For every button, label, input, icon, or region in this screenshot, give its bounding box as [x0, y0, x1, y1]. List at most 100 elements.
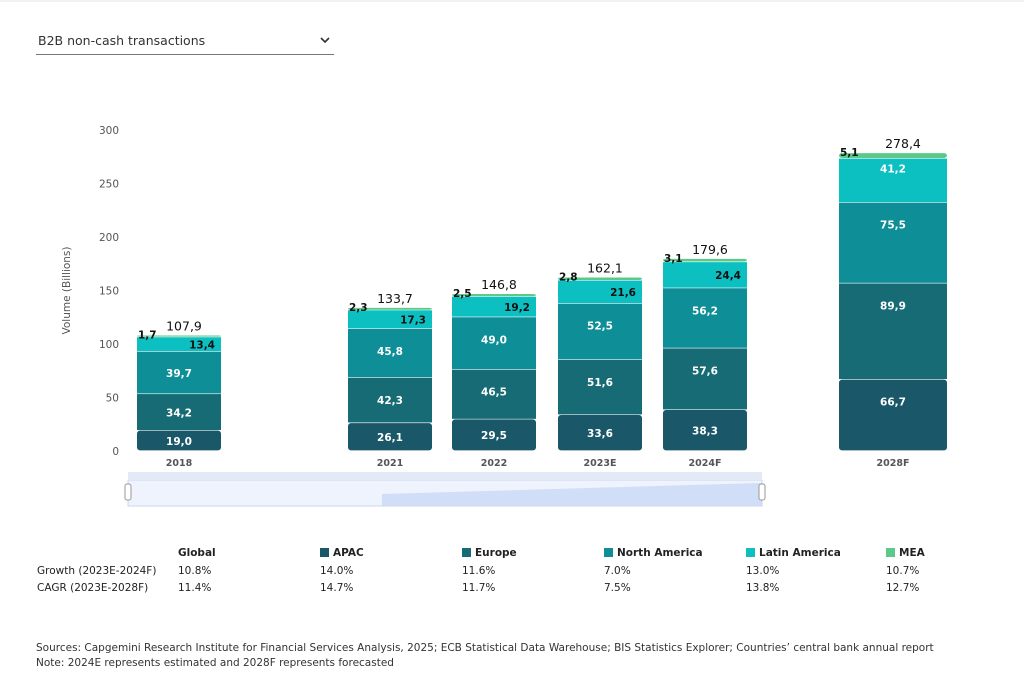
table-cell: 13.0% — [746, 565, 780, 577]
data-label: 26,1 — [377, 432, 403, 444]
data-label: 13,4 — [189, 339, 215, 351]
x-tick-label: 2021 — [377, 458, 403, 469]
y-tick-label: 300 — [99, 125, 119, 137]
data-label: 19,0 — [166, 436, 192, 448]
bar-stack-2024F: 38,3 57,6 56,2 24,4 3,1 179,6 — [663, 242, 747, 451]
table-cell: 7.5% — [604, 582, 631, 594]
y-tick-label: 150 — [99, 286, 119, 298]
bar-stack-2023E: 33,6 51,6 52,5 21,6 2,8 162,1 — [558, 261, 642, 451]
bar-segment — [558, 359, 642, 415]
data-label: 29,5 — [481, 430, 507, 442]
bar-segment — [137, 430, 221, 451]
table-cell: 12.7% — [886, 582, 920, 594]
total-label: 133,7 — [377, 291, 413, 306]
data-label: 66,7 — [880, 397, 906, 409]
navigator-left-handle[interactable] — [124, 483, 132, 501]
note-text: Note: 2024E represents estimated and 202… — [36, 657, 394, 669]
bar-segment — [558, 277, 642, 280]
bar-segment — [663, 410, 747, 451]
y-tick-label: 50 — [106, 393, 119, 405]
bar-segment — [452, 369, 536, 419]
total-label: 179,6 — [692, 242, 728, 257]
data-label: 39,7 — [166, 368, 192, 380]
bar-segment — [663, 348, 747, 410]
navigator-track — [128, 472, 762, 479]
data-label: 38,3 — [692, 426, 718, 438]
data-label: 3,1 — [664, 253, 683, 265]
table-cell: 13.8% — [746, 582, 780, 594]
bar-stack-2018: 19,0 34,2 39,7 13,4 1,7 107,9 — [137, 318, 221, 451]
table-cell: 11.7% — [462, 582, 496, 594]
bar-segment — [137, 335, 221, 337]
table-cell: 10.8% — [178, 565, 212, 577]
table-header-label: Latin America — [759, 547, 841, 559]
bar-segment — [452, 317, 536, 370]
bar-segment — [452, 294, 536, 297]
total-label: 107,9 — [166, 318, 202, 333]
metric-dropdown[interactable]: B2B non-cash transactions — [36, 30, 334, 55]
bar-segment — [558, 415, 642, 451]
bar-segment — [558, 280, 642, 304]
bar-segment — [839, 379, 947, 451]
data-label: 34,2 — [166, 407, 192, 419]
table-cell: 14.7% — [320, 582, 354, 594]
x-tick-label: 2022 — [481, 458, 507, 469]
table-header: MEA — [886, 547, 925, 559]
legend-swatch — [604, 548, 613, 557]
stacked-bar-chart: 0 50 100 150 200 250 300 Volume (Billions) 19,0 3… — [61, 125, 947, 507]
total-label: 278,4 — [885, 136, 921, 151]
table-header: Latin America — [746, 547, 841, 559]
y-tick-label: 200 — [99, 232, 119, 244]
bar-segment — [452, 296, 536, 317]
bar-segment — [663, 262, 747, 288]
sources-text: Sources: Capgemini Research Institute fo… — [36, 642, 934, 654]
x-tick-label: 2024F — [689, 458, 722, 469]
bar-segment — [839, 283, 947, 380]
table-cell: 10.7% — [886, 565, 920, 577]
bar-segment — [839, 158, 947, 203]
data-label: 2,8 — [559, 272, 578, 284]
table-header-label: APAC — [333, 547, 364, 559]
bar-segment — [137, 394, 221, 431]
data-label: 33,6 — [587, 428, 613, 440]
x-tick-label: 2018 — [166, 458, 193, 469]
data-label: 57,6 — [692, 365, 718, 377]
legend-swatch — [462, 548, 471, 557]
data-label: 41,2 — [880, 164, 906, 176]
total-label: 146,8 — [481, 277, 517, 292]
data-label: 1,7 — [138, 329, 157, 341]
legend-swatch — [320, 548, 329, 557]
data-label: 2,5 — [453, 288, 472, 300]
table-header-label: MEA — [899, 547, 925, 559]
row-label-growth: Growth (2023E-2024F) — [37, 565, 157, 577]
data-label: 56,2 — [692, 305, 718, 317]
data-label: 2,3 — [349, 302, 368, 314]
chevron-down-icon[interactable] — [318, 33, 332, 47]
bar-segment — [348, 377, 432, 423]
bar-segment — [348, 310, 432, 329]
table-cell: 11.4% — [178, 582, 212, 594]
data-label: 42,3 — [377, 395, 403, 407]
x-tick-label: 2023E — [584, 458, 617, 469]
row-label-cagr: CAGR (2023E-2028F) — [37, 582, 149, 594]
data-label: 24,4 — [715, 270, 741, 282]
bar-segment — [137, 351, 221, 394]
table-cell: 7.0% — [604, 565, 631, 577]
legend-swatch — [886, 548, 895, 557]
bar-segment — [558, 303, 642, 360]
data-label: 52,5 — [587, 321, 613, 333]
table-header: Global — [178, 547, 216, 559]
bar-segment — [348, 307, 432, 310]
table-header: Europe — [462, 547, 517, 559]
data-label: 89,9 — [880, 300, 906, 312]
bar-stack-2022: 29,5 46,5 49,0 19,2 2,5 146,8 — [452, 277, 536, 451]
navigator-right-handle[interactable] — [758, 483, 766, 501]
bar-stack-2028F: 66,7 89,9 75,5 41,2 5,1 278,4 — [839, 136, 947, 451]
data-label: 46,5 — [481, 387, 507, 399]
table-header: APAC — [320, 547, 364, 559]
bar-segment — [348, 328, 432, 378]
y-tick-label: 100 — [99, 339, 119, 351]
footnotes: Sources: Capgemini Research Institute fo… — [36, 641, 934, 671]
table-header-label: North America — [617, 547, 703, 559]
data-label: 75,5 — [880, 220, 906, 232]
